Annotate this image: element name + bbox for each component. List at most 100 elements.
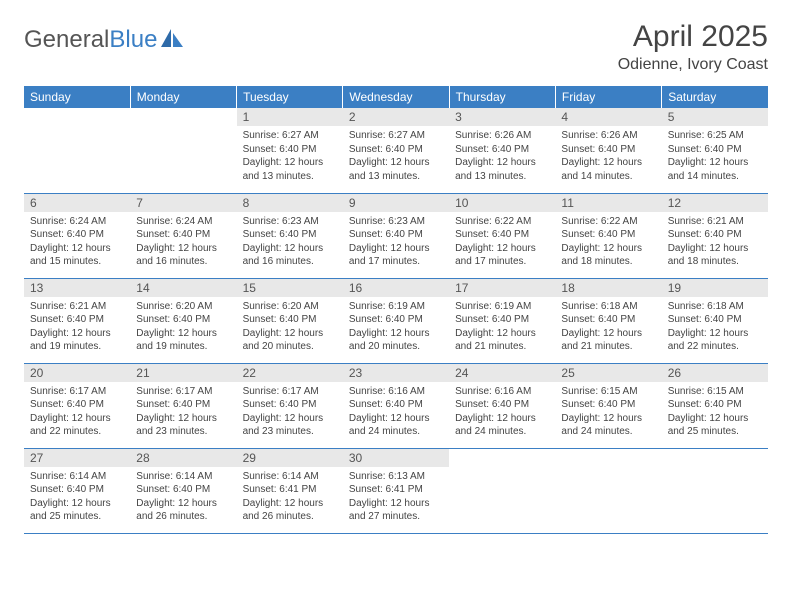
day-cell: 9Sunrise: 6:23 AMSunset: 6:40 PMDaylight… (343, 193, 449, 278)
day-cell: 20Sunrise: 6:17 AMSunset: 6:40 PMDayligh… (24, 363, 130, 448)
logo-part2: Blue (109, 26, 157, 53)
day-info: Sunrise: 6:14 AMSunset: 6:40 PMDaylight:… (130, 467, 236, 527)
day-cell: 17Sunrise: 6:19 AMSunset: 6:40 PMDayligh… (449, 278, 555, 363)
day-number: 29 (237, 449, 343, 467)
day-cell: 13Sunrise: 6:21 AMSunset: 6:40 PMDayligh… (24, 278, 130, 363)
calendar-row: 13Sunrise: 6:21 AMSunset: 6:40 PMDayligh… (24, 278, 768, 363)
day-info: Sunrise: 6:14 AMSunset: 6:41 PMDaylight:… (237, 467, 343, 527)
day-number: 18 (555, 279, 661, 297)
empty-cell (555, 448, 661, 533)
day-number: 4 (555, 108, 661, 126)
day-number: 5 (662, 108, 768, 126)
calendar-body: 1Sunrise: 6:27 AMSunset: 6:40 PMDaylight… (24, 108, 768, 533)
day-cell: 25Sunrise: 6:15 AMSunset: 6:40 PMDayligh… (555, 363, 661, 448)
weekday-header: Friday (555, 86, 661, 108)
weekday-header: Monday (130, 86, 236, 108)
day-number: 30 (343, 449, 449, 467)
day-cell: 10Sunrise: 6:22 AMSunset: 6:40 PMDayligh… (449, 193, 555, 278)
day-info: Sunrise: 6:22 AMSunset: 6:40 PMDaylight:… (555, 212, 661, 272)
weekday-header: Thursday (449, 86, 555, 108)
day-number: 2 (343, 108, 449, 126)
day-number: 25 (555, 364, 661, 382)
day-number: 16 (343, 279, 449, 297)
day-number: 9 (343, 194, 449, 212)
day-number: 17 (449, 279, 555, 297)
weekday-row: SundayMondayTuesdayWednesdayThursdayFrid… (24, 86, 768, 108)
logo-part1: General (24, 26, 109, 53)
day-number: 15 (237, 279, 343, 297)
weekday-header: Sunday (24, 86, 130, 108)
day-number: 28 (130, 449, 236, 467)
day-info: Sunrise: 6:14 AMSunset: 6:40 PMDaylight:… (24, 467, 130, 527)
day-cell: 5Sunrise: 6:25 AMSunset: 6:40 PMDaylight… (662, 108, 768, 193)
empty-cell (662, 448, 768, 533)
day-cell: 4Sunrise: 6:26 AMSunset: 6:40 PMDaylight… (555, 108, 661, 193)
day-number: 8 (237, 194, 343, 212)
day-cell: 27Sunrise: 6:14 AMSunset: 6:40 PMDayligh… (24, 448, 130, 533)
day-info: Sunrise: 6:27 AMSunset: 6:40 PMDaylight:… (343, 126, 449, 186)
day-number: 3 (449, 108, 555, 126)
day-number: 11 (555, 194, 661, 212)
weekday-header: Tuesday (237, 86, 343, 108)
calendar-table: SundayMondayTuesdayWednesdayThursdayFrid… (24, 86, 768, 534)
day-number: 26 (662, 364, 768, 382)
day-number: 6 (24, 194, 130, 212)
calendar-row: 27Sunrise: 6:14 AMSunset: 6:40 PMDayligh… (24, 448, 768, 533)
day-number: 24 (449, 364, 555, 382)
day-cell: 1Sunrise: 6:27 AMSunset: 6:40 PMDaylight… (237, 108, 343, 193)
day-info: Sunrise: 6:26 AMSunset: 6:40 PMDaylight:… (449, 126, 555, 186)
day-number: 12 (662, 194, 768, 212)
day-cell: 23Sunrise: 6:16 AMSunset: 6:40 PMDayligh… (343, 363, 449, 448)
day-number: 20 (24, 364, 130, 382)
day-cell: 21Sunrise: 6:17 AMSunset: 6:40 PMDayligh… (130, 363, 236, 448)
day-info: Sunrise: 6:19 AMSunset: 6:40 PMDaylight:… (449, 297, 555, 357)
day-cell: 30Sunrise: 6:13 AMSunset: 6:41 PMDayligh… (343, 448, 449, 533)
empty-cell (449, 448, 555, 533)
day-cell: 8Sunrise: 6:23 AMSunset: 6:40 PMDaylight… (237, 193, 343, 278)
day-info: Sunrise: 6:25 AMSunset: 6:40 PMDaylight:… (662, 126, 768, 186)
day-info: Sunrise: 6:22 AMSunset: 6:40 PMDaylight:… (449, 212, 555, 272)
day-info: Sunrise: 6:26 AMSunset: 6:40 PMDaylight:… (555, 126, 661, 186)
day-cell: 18Sunrise: 6:18 AMSunset: 6:40 PMDayligh… (555, 278, 661, 363)
day-cell: 11Sunrise: 6:22 AMSunset: 6:40 PMDayligh… (555, 193, 661, 278)
day-info: Sunrise: 6:20 AMSunset: 6:40 PMDaylight:… (130, 297, 236, 357)
day-cell: 26Sunrise: 6:15 AMSunset: 6:40 PMDayligh… (662, 363, 768, 448)
day-number: 1 (237, 108, 343, 126)
logo: GeneralBlue (24, 26, 183, 54)
day-info: Sunrise: 6:16 AMSunset: 6:40 PMDaylight:… (449, 382, 555, 442)
calendar-head: SundayMondayTuesdayWednesdayThursdayFrid… (24, 86, 768, 108)
weekday-header: Saturday (662, 86, 768, 108)
day-info: Sunrise: 6:23 AMSunset: 6:40 PMDaylight:… (237, 212, 343, 272)
day-info: Sunrise: 6:20 AMSunset: 6:40 PMDaylight:… (237, 297, 343, 357)
day-info: Sunrise: 6:15 AMSunset: 6:40 PMDaylight:… (555, 382, 661, 442)
day-info: Sunrise: 6:17 AMSunset: 6:40 PMDaylight:… (237, 382, 343, 442)
day-info: Sunrise: 6:27 AMSunset: 6:40 PMDaylight:… (237, 126, 343, 186)
day-number: 10 (449, 194, 555, 212)
day-number: 7 (130, 194, 236, 212)
day-info: Sunrise: 6:16 AMSunset: 6:40 PMDaylight:… (343, 382, 449, 442)
day-number: 19 (662, 279, 768, 297)
day-cell: 16Sunrise: 6:19 AMSunset: 6:40 PMDayligh… (343, 278, 449, 363)
day-cell: 22Sunrise: 6:17 AMSunset: 6:40 PMDayligh… (237, 363, 343, 448)
empty-cell (130, 108, 236, 193)
logo-text: GeneralBlue (24, 26, 157, 54)
day-cell: 28Sunrise: 6:14 AMSunset: 6:40 PMDayligh… (130, 448, 236, 533)
day-number: 21 (130, 364, 236, 382)
day-cell: 19Sunrise: 6:18 AMSunset: 6:40 PMDayligh… (662, 278, 768, 363)
day-cell: 14Sunrise: 6:20 AMSunset: 6:40 PMDayligh… (130, 278, 236, 363)
day-number: 13 (24, 279, 130, 297)
day-number: 14 (130, 279, 236, 297)
empty-cell (24, 108, 130, 193)
day-info: Sunrise: 6:17 AMSunset: 6:40 PMDaylight:… (24, 382, 130, 442)
day-info: Sunrise: 6:23 AMSunset: 6:40 PMDaylight:… (343, 212, 449, 272)
calendar-row: 20Sunrise: 6:17 AMSunset: 6:40 PMDayligh… (24, 363, 768, 448)
day-info: Sunrise: 6:21 AMSunset: 6:40 PMDaylight:… (24, 297, 130, 357)
day-cell: 29Sunrise: 6:14 AMSunset: 6:41 PMDayligh… (237, 448, 343, 533)
day-info: Sunrise: 6:18 AMSunset: 6:40 PMDaylight:… (662, 297, 768, 357)
day-info: Sunrise: 6:24 AMSunset: 6:40 PMDaylight:… (24, 212, 130, 272)
month-title: April 2025 (618, 20, 768, 54)
day-cell: 24Sunrise: 6:16 AMSunset: 6:40 PMDayligh… (449, 363, 555, 448)
day-number: 23 (343, 364, 449, 382)
day-cell: 12Sunrise: 6:21 AMSunset: 6:40 PMDayligh… (662, 193, 768, 278)
header: GeneralBlue April 2025 Odienne, Ivory Co… (24, 20, 768, 74)
